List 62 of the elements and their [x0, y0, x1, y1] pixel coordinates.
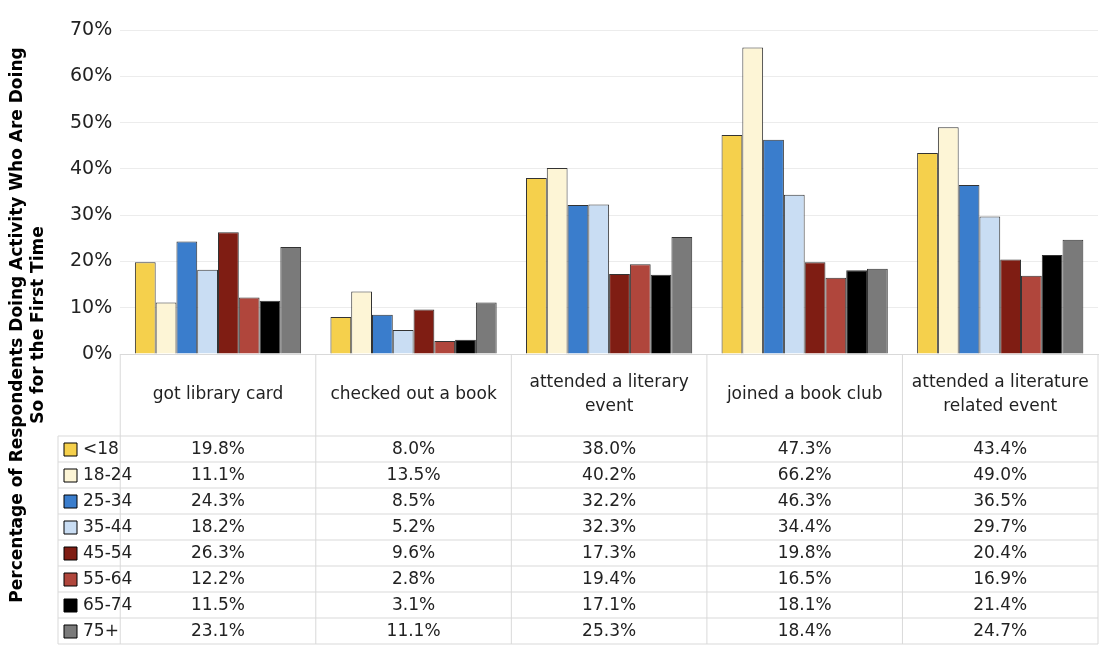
data-label: 5.2%: [391, 516, 436, 537]
data-label: 43.4%: [973, 438, 1028, 459]
data-label: 18.1%: [777, 594, 832, 615]
data-label: 32.3%: [582, 516, 637, 537]
data-label: 16.5%: [777, 568, 832, 589]
data-label: 18.2%: [191, 516, 246, 537]
data-label: 17.1%: [582, 594, 637, 615]
data-label: 36.5%: [973, 490, 1028, 511]
y-tick-label: 40%: [70, 155, 113, 178]
legend-label: 18-24: [83, 464, 133, 485]
data-label: 21.4%: [973, 594, 1028, 615]
y-tick-label: 30%: [70, 202, 113, 225]
x-tick-label: joined a book club: [725, 383, 883, 404]
data-label: 26.3%: [191, 542, 246, 563]
x-tick-label: got library card: [152, 383, 284, 404]
data-label: 38.0%: [582, 438, 637, 459]
data-label: 20.4%: [973, 542, 1028, 563]
data-label: 32.2%: [582, 490, 637, 511]
data-label: 34.4%: [777, 516, 832, 537]
x-tick-label: attended a literary event: [529, 371, 689, 416]
data-label: 46.3%: [777, 490, 832, 511]
y-axis-title: Percentage of Respondents Doing Activity Who Are Doing So for the First Time: [5, 47, 47, 603]
legend-label: 45-54: [83, 542, 133, 563]
data-label: 16.9%: [973, 568, 1028, 589]
legend-label: 75+: [83, 620, 119, 641]
data-label: 11.5%: [191, 594, 246, 615]
legend-label: 55-64: [83, 568, 133, 589]
data-label: 12.2%: [191, 568, 246, 589]
data-label: 29.7%: [973, 516, 1028, 537]
data-label: 49.0%: [973, 464, 1028, 485]
y-tick-label: 60%: [70, 63, 113, 86]
data-label: 2.8%: [391, 568, 436, 589]
data-label: 19.8%: [191, 438, 246, 459]
y-tick-label: 50%: [70, 109, 113, 132]
y-tick-label: 0%: [82, 340, 113, 363]
data-label: 25.3%: [582, 620, 637, 641]
data-label: 66.2%: [777, 464, 832, 485]
data-label: 11.1%: [386, 620, 441, 641]
x-tick-label: checked out a book: [330, 383, 497, 404]
data-label: 17.3%: [582, 542, 637, 563]
y-tick-label: 20%: [70, 248, 113, 271]
data-label: 23.1%: [191, 620, 246, 641]
data-label: 18.4%: [777, 620, 832, 641]
legend-label: 25-34: [83, 490, 133, 511]
legend-label: 65-74: [83, 594, 133, 615]
x-tick-label: attended a literature related event: [911, 371, 1089, 416]
data-label: 11.1%: [191, 464, 246, 485]
data-label: 8.5%: [391, 490, 436, 511]
data-label: 13.5%: [386, 464, 441, 485]
data-label: 47.3%: [777, 438, 832, 459]
legend-label: 35-44: [83, 516, 133, 537]
data-label: 40.2%: [582, 464, 637, 485]
data-label: 9.6%: [391, 542, 436, 563]
data-label: 24.7%: [973, 620, 1028, 641]
y-tick-label: 70%: [70, 16, 113, 39]
data-label: 3.1%: [391, 594, 436, 615]
data-label: 19.8%: [777, 542, 832, 563]
y-tick-label: 10%: [70, 294, 113, 317]
data-label: 19.4%: [582, 568, 637, 589]
data-label: 8.0%: [391, 438, 436, 459]
legend-label: <18: [83, 438, 119, 459]
data-label: 24.3%: [191, 490, 246, 511]
